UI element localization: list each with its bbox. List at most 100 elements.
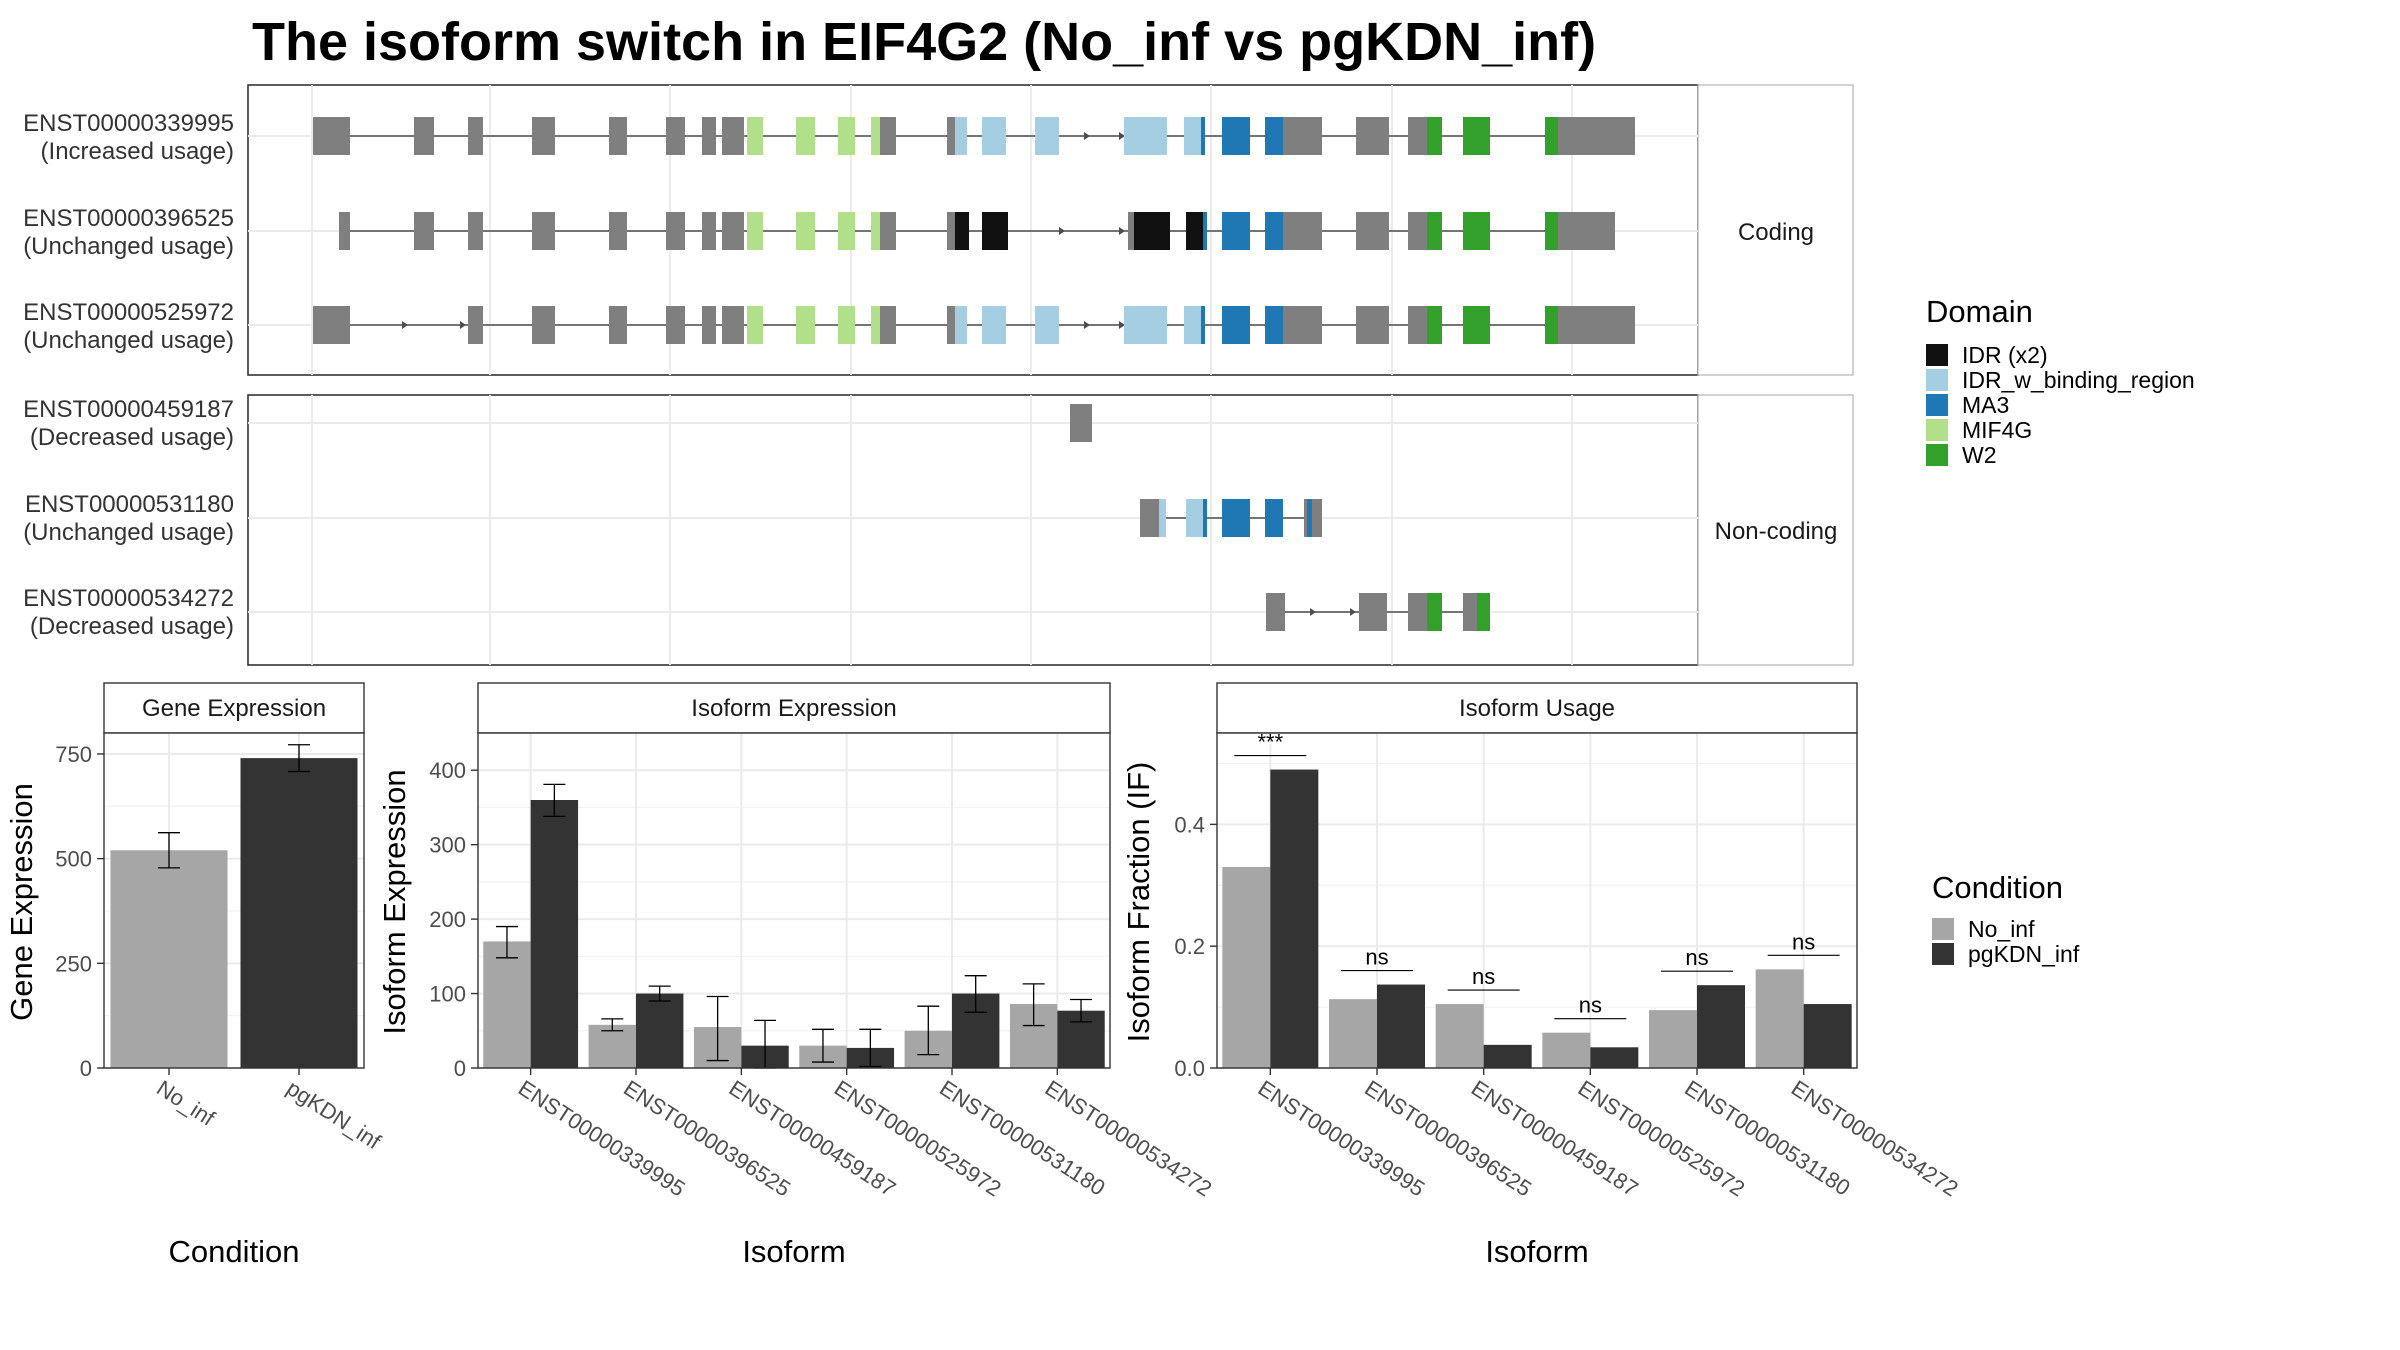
exon-block [468, 212, 483, 250]
domain-exon-ma3 [1265, 117, 1283, 155]
domain-exon-ma3 [1203, 212, 1207, 250]
domain-exon-idr-w-binding-region [1184, 306, 1201, 344]
bar [110, 850, 228, 1068]
exon-block [947, 117, 955, 155]
significance-label: ns [1472, 964, 1495, 989]
domain-legend-title: Domain [1926, 294, 2033, 329]
exon-block [1408, 117, 1427, 155]
exon-block [1356, 212, 1389, 250]
domain-exon-idr-w-binding-region [982, 117, 1006, 155]
facet-non-coding: Non-coding [247, 394, 1854, 666]
bar [1649, 1010, 1697, 1068]
y-tick-label: 100 [429, 982, 466, 1007]
significance-label: ns [1579, 993, 1602, 1018]
intron-arrow [1119, 227, 1125, 235]
exon-block [468, 117, 483, 155]
gene-expression-y-axis-title: Gene Expression [4, 783, 39, 1021]
coding-strip-label: Coding [1738, 219, 1814, 246]
y-tick-label: 500 [55, 847, 92, 872]
exon-block [880, 212, 896, 250]
bar [1542, 1032, 1591, 1068]
bar [1435, 1004, 1484, 1068]
exon-block [702, 306, 716, 344]
isoform-expression-plot: 0100200300400ENST00000339995ENST00000396… [429, 732, 1216, 1201]
exon-block [532, 212, 555, 250]
bar [1755, 969, 1804, 1068]
coding-transcripts [313, 117, 1635, 344]
intron-arrow [1119, 321, 1125, 329]
domain-exon-mif4g [796, 212, 815, 250]
significance-label: ns [1792, 929, 1815, 954]
bar [1697, 985, 1745, 1068]
domain-legend-swatch [1926, 419, 1948, 441]
intron-arrow [402, 321, 408, 329]
exon-block [532, 117, 555, 155]
isoform-label-id: ENST00000534272 [23, 585, 234, 612]
domain-exon-idr-w-binding-region [955, 117, 967, 155]
domain-exon-ma3 [1265, 499, 1283, 537]
exon-block [702, 117, 716, 155]
isoform-label-id: ENST00000531180 [25, 491, 234, 518]
domain-exon-ma3 [1203, 499, 1207, 537]
isoform-expression-strip-title: Isoform Expression [691, 695, 896, 722]
isoform-usage-strip-title: Isoform Usage [1459, 695, 1615, 722]
isoform-usage-x-axis-title: Isoform [1485, 1234, 1588, 1269]
domain-exon-idr-w-binding-region [1124, 306, 1167, 344]
x-tick-label: pgKDN_inf [282, 1075, 386, 1154]
domain-exon-idr-w-binding-region [982, 306, 1006, 344]
exon-block [468, 306, 483, 344]
intron-arrow [1084, 132, 1090, 140]
non-coding-strip-label: Non-coding [1715, 518, 1838, 545]
exon-block [1283, 212, 1322, 250]
bar [1483, 1044, 1532, 1068]
isoform-labels: ENST00000339995 (Increased usage) ENST00… [23, 110, 234, 640]
condition-legend-title: Condition [1932, 870, 2063, 905]
exon-block [1128, 212, 1134, 250]
exon-block [702, 212, 716, 250]
bar [1329, 999, 1377, 1068]
exon-block [609, 212, 627, 250]
isoform-label-usage: (Unchanged usage) [23, 327, 234, 354]
domain-exon-w2 [1545, 306, 1558, 344]
isoform-label-usage: (Unchanged usage) [23, 233, 234, 260]
exon-block [1369, 593, 1387, 631]
domain-exon-ma3 [1222, 499, 1250, 537]
intron-arrow [1084, 321, 1090, 329]
gene-expression-panel: Gene Expression 0 250 500 750 No_inf pgKDN_in… [4, 682, 386, 1269]
exon-block [666, 212, 685, 250]
isoform-usage-strip [1216, 682, 1858, 734]
domain-exon-w2 [1463, 306, 1490, 344]
exon-block [313, 117, 350, 155]
exon-block [880, 117, 896, 155]
domain-exon-ma3 [1201, 306, 1205, 344]
domain-legend-label: IDR (x2) [1962, 342, 2048, 368]
domain-exon-ma3 [1265, 212, 1283, 250]
y-tick-label: 400 [429, 758, 466, 783]
domain-exon-mif4g [838, 212, 855, 250]
domain-exon-mif4g [796, 306, 815, 344]
domain-exon-w2 [1545, 117, 1558, 155]
plot-border [1216, 732, 1858, 1069]
isoform-structure-panel: Coding Non-coding ENST00000339995 (Incre… [23, 84, 1854, 666]
condition-legend-swatch [1932, 918, 1954, 940]
condition-legend-label: pgKDN_inf [1968, 941, 2080, 967]
isoform-expression-x-axis-title: Isoform [742, 1234, 845, 1269]
isoform-usage-panel: Isoform Usage ***nsnsnsnsns0.00.20.4ENST… [1121, 682, 1963, 1269]
bar [1590, 1047, 1639, 1068]
exon-block [947, 306, 955, 344]
domain-exon-idr-w-binding-region [1184, 117, 1201, 155]
plot-border [477, 732, 1111, 1069]
exon-utr [1140, 499, 1150, 537]
isoform-label-id: ENST00000396525 [23, 205, 234, 232]
exon-block [532, 306, 555, 344]
domain-legend: Domain IDR (x2)IDR_w_binding_regionMA3MI… [1926, 294, 2195, 468]
exon-block [1150, 499, 1159, 537]
condition-legend-swatch [1932, 943, 1954, 965]
bar [1222, 867, 1271, 1068]
exon-block [414, 117, 434, 155]
isoform-expression-y-axis-title: Isoform Expression [377, 769, 412, 1034]
domain-exon-mif4g [747, 212, 763, 250]
domain-legend-swatch [1926, 344, 1948, 366]
gene-expression-strip-title: Gene Expression [142, 695, 326, 722]
isoform-label-usage: (Decreased usage) [30, 424, 234, 451]
